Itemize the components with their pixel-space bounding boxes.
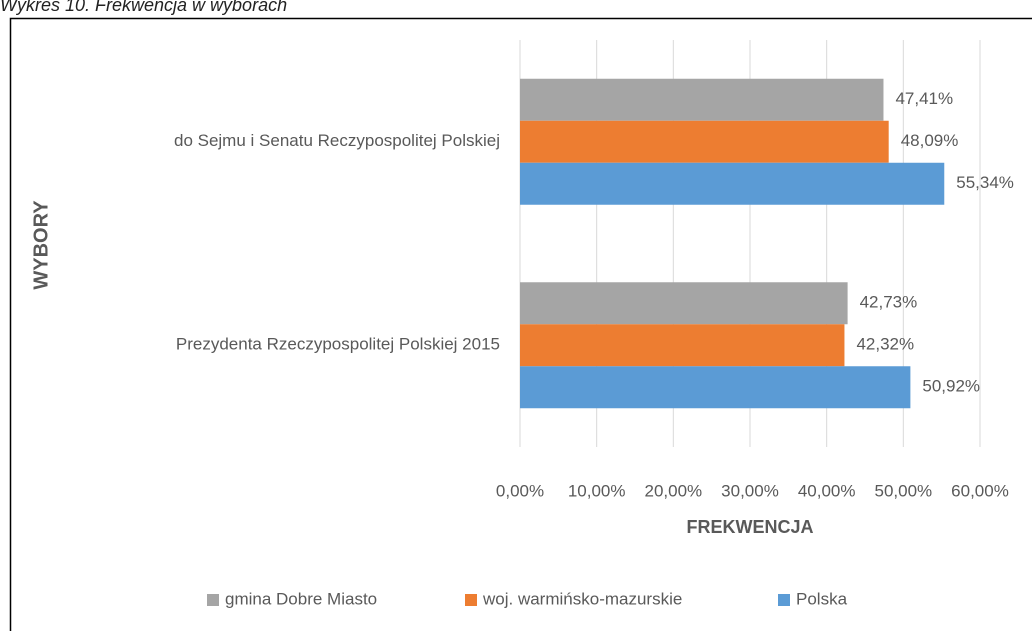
- bar: [520, 120, 889, 163]
- bar: [520, 162, 945, 205]
- x-tick-label: 20,00%: [644, 481, 702, 500]
- data-label: 48,09%: [901, 131, 959, 150]
- x-tick-label: 0,00%: [496, 481, 544, 500]
- bar: [520, 282, 848, 325]
- x-tick-label: 50,00%: [874, 481, 932, 500]
- x-axis-title: FREKWENCJA: [686, 517, 813, 537]
- x-tick-label: 10,00%: [568, 481, 626, 500]
- x-tick-label: 30,00%: [721, 481, 779, 500]
- legend-swatch: [778, 594, 790, 606]
- data-label: 47,41%: [895, 89, 953, 108]
- x-tick-label: 60,00%: [951, 481, 1009, 500]
- legend-swatch: [207, 594, 219, 606]
- legend-label: woj. warmińsko-mazurskie: [482, 589, 682, 608]
- legend-label: gmina Dobre Miasto: [225, 589, 377, 608]
- y-tick-label: Prezydenta Rzeczypospolitej Polskiej 201…: [176, 335, 500, 354]
- bar: [520, 324, 845, 367]
- y-tick-label: do Sejmu i Senatu Reczypospolitej Polski…: [174, 131, 500, 150]
- bar: [520, 366, 911, 409]
- legend-swatch: [465, 594, 477, 606]
- bar: [520, 78, 884, 121]
- y-axis-title: WYBORY: [30, 200, 52, 290]
- data-label: 42,73%: [860, 293, 918, 312]
- x-tick-label: 40,00%: [798, 481, 856, 500]
- data-label: 55,34%: [956, 173, 1014, 192]
- chart-title: Wykres 10. Frekwencja w wyborach: [0, 0, 287, 15]
- data-label: 50,92%: [922, 377, 980, 396]
- legend-label: Polska: [796, 589, 848, 608]
- data-label: 42,32%: [856, 335, 914, 354]
